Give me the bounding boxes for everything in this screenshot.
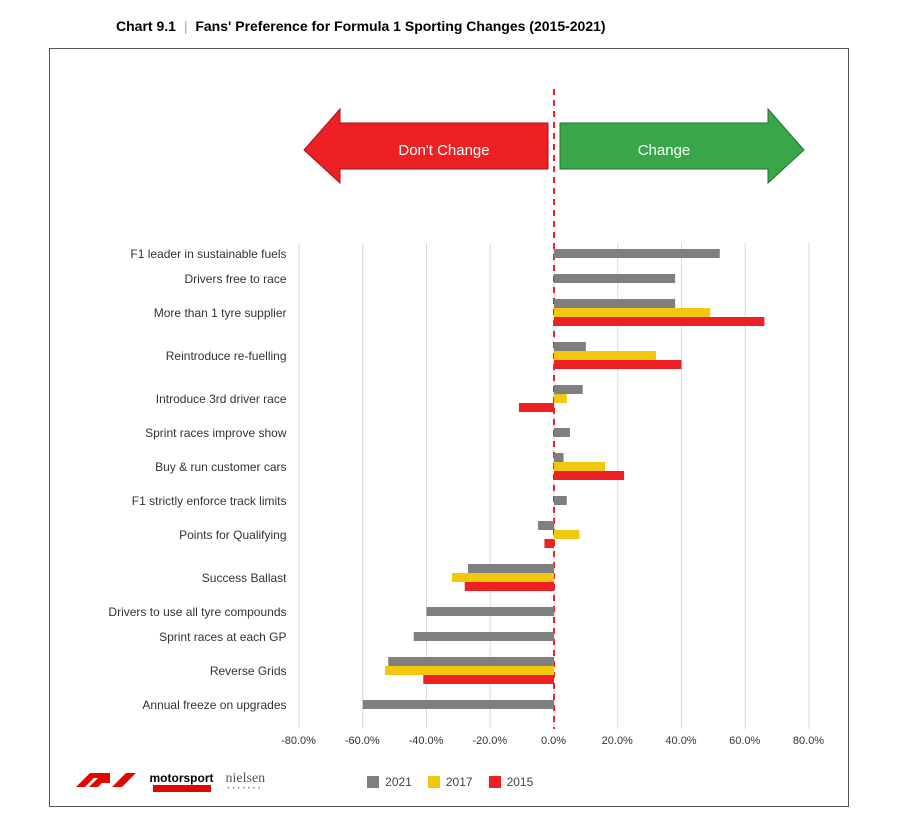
category-label: Sprint races at each GP xyxy=(89,631,295,643)
category-label: Drivers free to race xyxy=(89,273,295,285)
legend-swatch xyxy=(367,776,379,788)
x-axis-tick: 20.0% xyxy=(602,735,633,747)
chart-title-text: Fans' Preference for Formula 1 Sporting … xyxy=(195,18,605,34)
category-label: More than 1 tyre supplier xyxy=(89,307,295,319)
category-label: Introduce 3rd driver race xyxy=(89,393,295,405)
bar-2015 xyxy=(423,675,554,684)
motorsport-logo: motorsport xyxy=(150,772,214,792)
legend-series: 2021 2017 2015 xyxy=(367,775,533,789)
x-axis-tick: -60.0% xyxy=(345,735,380,747)
nielsen-logo-text: nielsen xyxy=(226,772,266,786)
bar-2021 xyxy=(554,453,564,462)
x-axis-tick: 0.0% xyxy=(541,735,566,747)
bar-2021 xyxy=(554,299,675,308)
bar-2021 xyxy=(413,632,553,641)
category-label: Annual freeze on upgrades xyxy=(89,699,295,711)
category-label: Points for Qualifying xyxy=(89,529,295,541)
arrow-dont-change-label: Don't Change xyxy=(398,142,489,159)
bar-2021 xyxy=(467,564,553,573)
x-axis-tick: -40.0% xyxy=(409,735,444,747)
nielsen-logo-dots: ••••••• xyxy=(227,786,263,792)
bar-2021 xyxy=(554,274,675,283)
legend-swatch xyxy=(428,776,440,788)
bar-2017 xyxy=(554,394,567,403)
bar-2015 xyxy=(518,403,553,412)
category-label: Drivers to use all tyre compounds xyxy=(89,606,295,618)
category-label: F1 leader in sustainable fuels xyxy=(89,248,295,260)
chart-title-prefix: Chart 9.1 xyxy=(116,18,176,34)
nielsen-logo: nielsen ••••••• xyxy=(226,772,266,792)
bar-2021 xyxy=(554,249,720,258)
chart-container: Don't Change Change F1 leader in sustainab… xyxy=(49,48,849,807)
bar-2017 xyxy=(452,573,554,582)
legend-label: 2017 xyxy=(446,775,473,789)
bar-2021 xyxy=(388,657,554,666)
x-axis-tick: 60.0% xyxy=(729,735,760,747)
bar-2015 xyxy=(554,317,764,326)
bar-2021 xyxy=(554,496,567,505)
f1-logo-icon xyxy=(76,771,138,792)
arrow-change: Change xyxy=(560,109,804,183)
legend-logos: motorsport nielsen ••••••• xyxy=(76,771,266,792)
legend-swatch xyxy=(489,776,501,788)
bar-2017 xyxy=(554,462,605,471)
bar-2015 xyxy=(544,539,554,548)
bar-2021 xyxy=(426,607,554,616)
category-label: Success Ballast xyxy=(89,572,295,584)
arrow-change-label: Change xyxy=(637,142,690,159)
bar-2015 xyxy=(554,360,682,369)
legend-item-2021: 2021 xyxy=(367,775,412,789)
chart-title: Chart 9.1 | Fans' Preference for Formula… xyxy=(116,18,869,34)
bar-2021 xyxy=(554,342,586,351)
x-axis-tick: -80.0% xyxy=(281,735,316,747)
page: Chart 9.1 | Fans' Preference for Formula… xyxy=(0,0,897,827)
x-axis-tick: 80.0% xyxy=(793,735,824,747)
plot-area: Don't Change Change F1 leader in sustainab… xyxy=(89,49,809,759)
category-label: Reverse Grids xyxy=(89,665,295,677)
bar-2021 xyxy=(362,700,553,709)
category-label: Buy & run customer cars xyxy=(89,461,295,473)
x-axis-tick: 40.0% xyxy=(665,735,696,747)
motorsport-logo-text: motorsport xyxy=(150,772,214,784)
motorsport-logo-bar xyxy=(153,785,211,792)
bar-2017 xyxy=(554,530,580,539)
legend-label: 2015 xyxy=(507,775,534,789)
bar-2015 xyxy=(464,582,553,591)
bar-2017 xyxy=(554,351,656,360)
bar-2021 xyxy=(554,428,570,437)
bar-2015 xyxy=(554,471,624,480)
x-axis-tick: -20.0% xyxy=(472,735,507,747)
legend-item-2017: 2017 xyxy=(428,775,473,789)
chart-title-separator: | xyxy=(184,18,188,34)
arrow-dont-change: Don't Change xyxy=(304,109,548,183)
category-label: F1 strictly enforce track limits xyxy=(89,495,295,507)
category-label: Sprint races improve show xyxy=(89,427,295,439)
bar-2021 xyxy=(554,385,583,394)
legend-row: motorsport nielsen ••••••• 2021 2017 2015 xyxy=(50,759,848,806)
legend-item-2015: 2015 xyxy=(489,775,534,789)
bar-2017 xyxy=(385,666,554,675)
bar-2017 xyxy=(554,308,710,317)
legend-label: 2021 xyxy=(385,775,412,789)
bar-2021 xyxy=(538,521,554,530)
category-label: Reintroduce re-fuelling xyxy=(89,350,295,362)
